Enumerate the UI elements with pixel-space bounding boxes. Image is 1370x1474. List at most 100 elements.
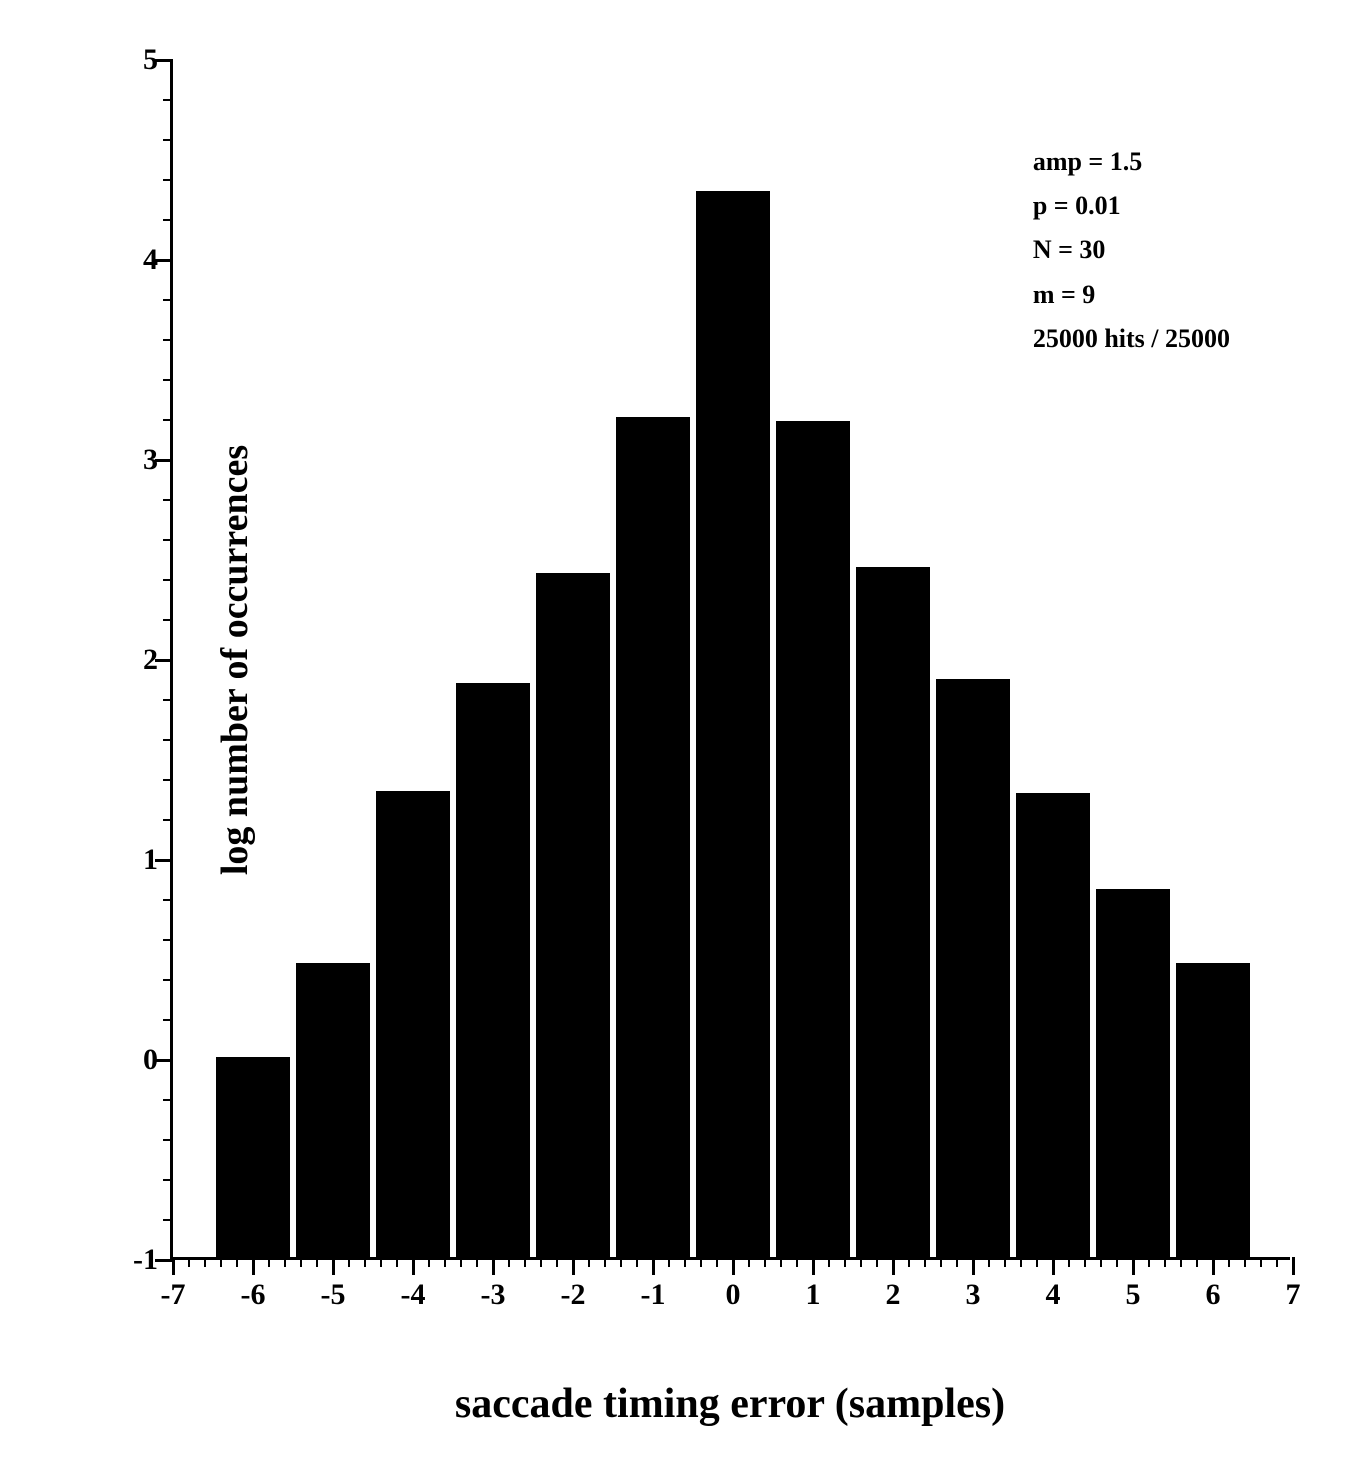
x-minor-tick: [716, 1257, 718, 1267]
y-minor-tick: [163, 1219, 173, 1221]
x-tick-label: -6: [241, 1278, 266, 1312]
y-minor-tick: [163, 619, 173, 621]
x-minor-tick: [844, 1257, 846, 1267]
y-minor-tick: [163, 379, 173, 381]
x-minor-tick: [1068, 1257, 1070, 1267]
plot-area: amp = 1.5p = 0.01N = 30m = 925000 hits /…: [170, 60, 1290, 1260]
x-tick: [1292, 1257, 1295, 1275]
x-tick: [1212, 1257, 1215, 1275]
x-minor-tick: [1276, 1257, 1278, 1267]
x-minor-tick: [300, 1257, 302, 1267]
x-tick: [972, 1257, 975, 1275]
histogram-bar: [296, 963, 370, 1257]
y-tick-label: 4: [113, 243, 158, 277]
x-minor-tick: [364, 1257, 366, 1267]
annotation-line: N = 30: [1033, 228, 1230, 272]
y-minor-tick: [163, 819, 173, 821]
x-minor-tick: [636, 1257, 638, 1267]
x-minor-tick: [668, 1257, 670, 1267]
x-minor-tick: [1100, 1257, 1102, 1267]
y-minor-tick: [163, 219, 173, 221]
x-minor-tick: [1116, 1257, 1118, 1267]
y-tick-label: 5: [113, 43, 158, 77]
x-minor-tick: [860, 1257, 862, 1267]
y-minor-tick: [163, 419, 173, 421]
x-minor-tick: [796, 1257, 798, 1267]
x-tick-label: -7: [161, 1278, 186, 1312]
x-tick-label: -2: [561, 1278, 586, 1312]
y-tick-label: 2: [113, 643, 158, 677]
x-minor-tick: [1148, 1257, 1150, 1267]
x-minor-tick: [1244, 1257, 1246, 1267]
y-minor-tick: [163, 779, 173, 781]
y-minor-tick: [163, 539, 173, 541]
y-minor-tick: [163, 1019, 173, 1021]
y-minor-tick: [163, 899, 173, 901]
x-minor-tick: [428, 1257, 430, 1267]
x-minor-tick: [348, 1257, 350, 1267]
x-tick-label: 4: [1046, 1278, 1061, 1312]
x-minor-tick: [1228, 1257, 1230, 1267]
y-minor-tick: [163, 99, 173, 101]
y-tick-label: -1: [113, 1243, 158, 1277]
x-minor-tick: [748, 1257, 750, 1267]
x-tick: [892, 1257, 895, 1275]
y-tick-label: 3: [113, 443, 158, 477]
x-tick-label: -1: [641, 1278, 666, 1312]
x-tick-label: 5: [1126, 1278, 1141, 1312]
x-tick-label: -5: [321, 1278, 346, 1312]
x-minor-tick: [956, 1257, 958, 1267]
x-tick-label: 2: [886, 1278, 901, 1312]
annotation-box: amp = 1.5p = 0.01N = 30m = 925000 hits /…: [1033, 140, 1230, 361]
y-minor-tick: [163, 139, 173, 141]
x-minor-tick: [524, 1257, 526, 1267]
histogram-bar: [696, 191, 770, 1257]
x-minor-tick: [556, 1257, 558, 1267]
y-minor-tick: [163, 699, 173, 701]
histogram-bar: [1016, 793, 1090, 1257]
x-minor-tick: [380, 1257, 382, 1267]
x-minor-tick: [1164, 1257, 1166, 1267]
histogram-bar: [776, 421, 850, 1257]
annotation-line: p = 0.01: [1033, 184, 1230, 228]
histogram-bar: [376, 791, 450, 1257]
x-minor-tick: [604, 1257, 606, 1267]
x-minor-tick: [316, 1257, 318, 1267]
x-minor-tick: [1260, 1257, 1262, 1267]
y-minor-tick: [163, 339, 173, 341]
histogram-bar: [536, 573, 610, 1257]
x-tick: [172, 1257, 175, 1275]
y-minor-tick: [163, 939, 173, 941]
x-tick-label: 3: [966, 1278, 981, 1312]
y-minor-tick: [163, 979, 173, 981]
x-tick-label: -3: [481, 1278, 506, 1312]
x-minor-tick: [460, 1257, 462, 1267]
x-minor-tick: [1196, 1257, 1198, 1267]
histogram-bar: [1176, 963, 1250, 1257]
y-minor-tick: [163, 1139, 173, 1141]
x-tick: [812, 1257, 815, 1275]
x-minor-tick: [188, 1257, 190, 1267]
histogram-chart: log number of occurrences saccade timing…: [0, 0, 1370, 1474]
x-minor-tick: [940, 1257, 942, 1267]
x-tick-label: 1: [806, 1278, 821, 1312]
x-minor-tick: [236, 1257, 238, 1267]
x-tick-label: 0: [726, 1278, 741, 1312]
x-minor-tick: [508, 1257, 510, 1267]
y-minor-tick: [163, 499, 173, 501]
x-tick: [732, 1257, 735, 1275]
histogram-bar: [456, 683, 530, 1257]
y-tick-label: 1: [113, 843, 158, 877]
x-minor-tick: [1180, 1257, 1182, 1267]
x-minor-tick: [268, 1257, 270, 1267]
y-minor-tick: [163, 299, 173, 301]
histogram-bar: [856, 567, 930, 1257]
x-minor-tick: [588, 1257, 590, 1267]
x-minor-tick: [284, 1257, 286, 1267]
y-minor-tick: [163, 1099, 173, 1101]
y-minor-tick: [163, 579, 173, 581]
x-tick: [572, 1257, 575, 1275]
x-minor-tick: [700, 1257, 702, 1267]
x-minor-tick: [540, 1257, 542, 1267]
histogram-bar: [1096, 889, 1170, 1257]
